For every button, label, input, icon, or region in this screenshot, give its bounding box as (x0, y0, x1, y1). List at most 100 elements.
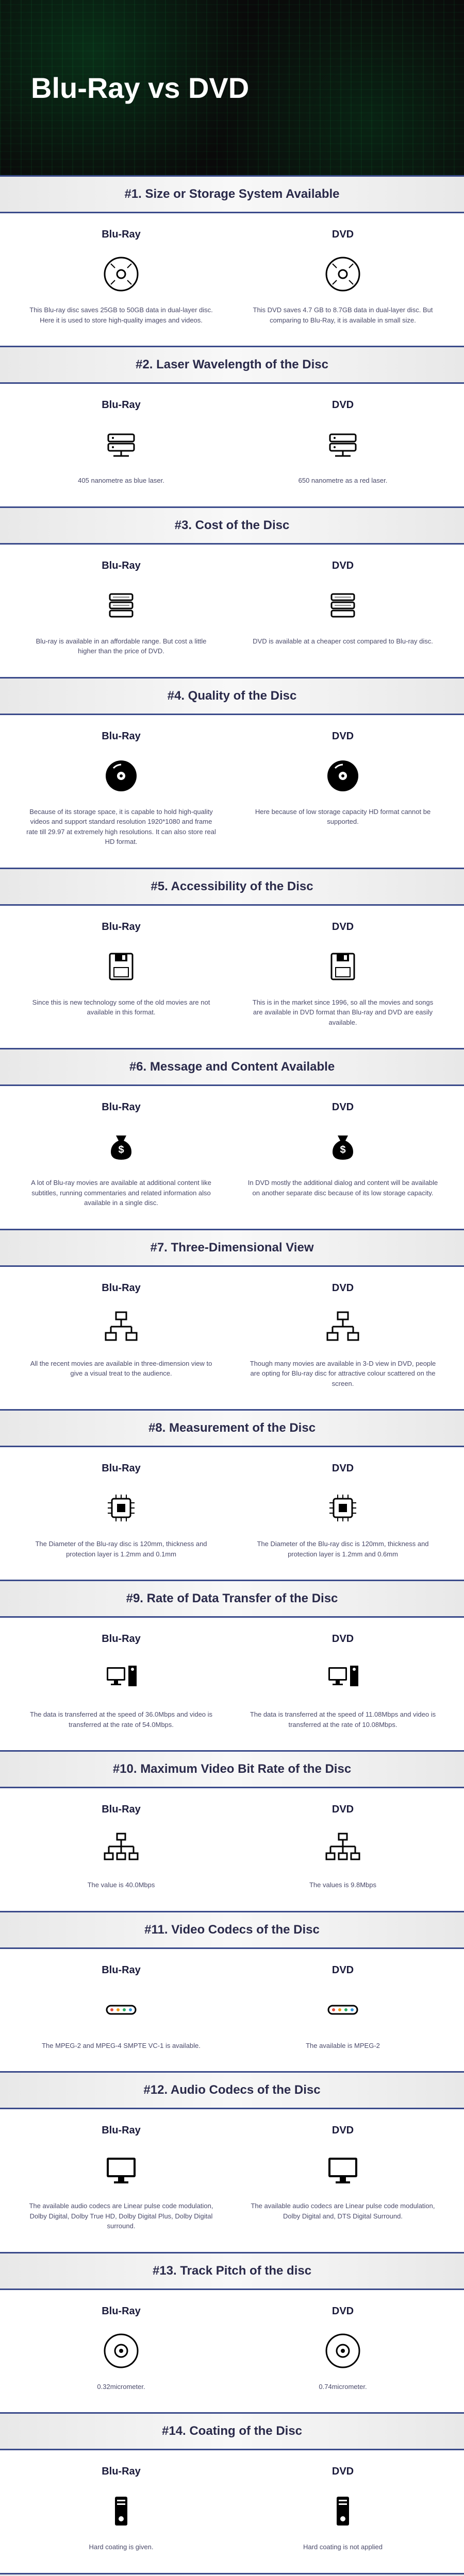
description-text: Hard coating is given. (21, 2542, 222, 2552)
description-text: Because of its storage space, it is capa… (21, 807, 222, 847)
compare-row: Blu-RayThe value is 40.0Mbps DVD The value… (0, 1788, 464, 1911)
column-label: DVD (242, 560, 443, 572)
description-text: The values is 9.8Mbps (242, 1880, 443, 1890)
compare-col-left: Blu-Ray0.32micrometer. (21, 2306, 222, 2392)
compare-col-left: Blu-Ray Since this is new technology some… (21, 921, 222, 1028)
column-label: DVD (242, 731, 443, 742)
compare-row: Blu-Ray Since this is new technology some… (0, 906, 464, 1048)
description-text: The Diameter of the Blu-ray disc is 120m… (242, 1539, 443, 1559)
money-bag-icon (242, 1124, 443, 1170)
money-bag-icon (21, 1124, 222, 1170)
comparison-section: #11. Video Codecs of the Disc Blu-RayThe … (0, 1911, 464, 2072)
monitor-icon (242, 2147, 443, 2193)
comparison-section: #12. Audio Codecs of the DiscBlu-RayThe … (0, 2071, 464, 2252)
network-icon (242, 1304, 443, 1351)
compare-col-left: Blu-RayA lot of Blu-ray movies are avail… (21, 1101, 222, 1208)
column-label: Blu-Ray (21, 399, 222, 411)
column-label: DVD (242, 1463, 443, 1475)
section-title: #15. Interactivity of the Disc (0, 2573, 464, 2576)
section-title: #14. Coating of the Disc (0, 2412, 464, 2450)
section-title: #9. Rate of Data Transfer of the Disc (0, 1580, 464, 1618)
compare-row: Blu-Ray0.32micrometer.DVD0.74micrometer. (0, 2290, 464, 2413)
compare-col-right: DVDIn DVD mostly the additional dialog a… (242, 1101, 443, 1208)
compare-col-right: DVDThe available is MPEG-2 (242, 1964, 443, 2051)
compare-col-left: Blu-RayThe Diameter of the Blu-ray disc … (21, 1463, 222, 1559)
compare-col-left: Blu-RayThis Blu-ray disc saves 25GB to 5… (21, 229, 222, 325)
description-text: This is in the market since 1996, so all… (242, 997, 443, 1028)
compare-row: Blu-RayA lot of Blu-ray movies are avail… (0, 1086, 464, 1229)
description-text: Hard coating is not applied (242, 2542, 443, 2552)
compare-col-left: Blu-Ray The data is transferred at the sp… (21, 1633, 222, 1730)
column-label: Blu-Ray (21, 1463, 222, 1475)
comparison-section: #14. Coating of the Disc Blu-RayHard coat… (0, 2412, 464, 2573)
description-text: Since this is new technology some of the… (21, 997, 222, 1018)
compare-col-left: Blu-Ray405 nanometre as blue laser. (21, 399, 222, 486)
column-label: Blu-Ray (21, 560, 222, 572)
stack-icon (21, 582, 222, 629)
comparison-section: #3. Cost of the Disc Blu-RayBlu-ray is av… (0, 506, 464, 677)
section-title: #13. Track Pitch of the disc (0, 2252, 464, 2290)
compare-col-left: Blu-RayHard coating is given. (21, 2466, 222, 2552)
chip-icon (242, 1485, 443, 1531)
compare-row: Blu-Ray405 nanometre as blue laser.DVD65… (0, 384, 464, 506)
column-label: DVD (242, 1101, 443, 1113)
description-text: DVD is available at a cheaper cost compa… (242, 636, 443, 647)
compare-col-right: DVDHere because of low storage capacity … (242, 731, 443, 847)
comparison-section: #13. Track Pitch of the discBlu-Ray0.32m… (0, 2252, 464, 2413)
description-text: The value is 40.0Mbps (21, 1880, 222, 1890)
disc-dark-icon (242, 753, 443, 799)
compare-col-right: DVD DVD is available at a cheaper cost co… (242, 560, 443, 656)
desktop-icon (242, 1655, 443, 1702)
description-text: The data is transferred at the speed of … (21, 1709, 222, 1730)
column-label: Blu-Ray (21, 921, 222, 933)
column-label: Blu-Ray (21, 1633, 222, 1645)
compare-col-left: Blu-RayThe value is 40.0Mbps (21, 1804, 222, 1890)
section-title: #8. Measurement of the Disc (0, 1409, 464, 1447)
header: Blu-Ray vs DVD (0, 0, 464, 175)
comparison-section: #1. Size or Storage System AvailableBlu-… (0, 175, 464, 346)
compare-col-right: DVDThough many movies are available in 3… (242, 1282, 443, 1389)
floppy-icon (21, 943, 222, 990)
comparison-section: #2. Laser Wavelength of the DiscBlu-Ray4… (0, 346, 464, 506)
server-icon (242, 421, 443, 468)
description-text: This DVD saves 4.7 GB to 8.7GB data in d… (242, 305, 443, 325)
compare-col-right: DVDThe available audio codecs are Linear… (242, 2125, 443, 2231)
disc-ring-icon (242, 2328, 443, 2374)
description-text: A lot of Blu-ray movies are available at… (21, 1178, 222, 1208)
compare-col-left: Blu-RayThe available audio codecs are Li… (21, 2125, 222, 2231)
network-icon (21, 1304, 222, 1351)
section-title: #11. Video Codecs of the Disc (0, 1911, 464, 1949)
stack-icon (242, 582, 443, 629)
compare-col-right: DVD0.74micrometer. (242, 2306, 443, 2392)
disc-storage-icon (242, 251, 443, 297)
compare-col-left: Blu-RayThe MPEG-2 and MPEG-4 SMPTE VC-1 … (21, 1964, 222, 2051)
column-label: DVD (242, 1633, 443, 1645)
section-title: #3. Cost of the Disc (0, 506, 464, 545)
column-label: DVD (242, 1804, 443, 1816)
comparison-section: #10. Maximum Video Bit Rate of the DiscB… (0, 1750, 464, 1911)
pill-icon (242, 1987, 443, 2033)
compare-col-right: DVD The values is 9.8Mbps (242, 1804, 443, 1890)
floppy-icon (242, 943, 443, 990)
column-label: DVD (242, 2466, 443, 2478)
description-text: 0.32micrometer. (21, 2382, 222, 2392)
column-label: DVD (242, 1282, 443, 1294)
network2-icon (21, 1826, 222, 1872)
compare-col-left: Blu-RayBlu-ray is available in an afford… (21, 560, 222, 656)
desktop-icon (21, 1655, 222, 1702)
column-label: Blu-Ray (21, 229, 222, 241)
comparison-section: #8. Measurement of the Disc Blu-Ray The Di… (0, 1409, 464, 1580)
comparison-section: #6. Message and Content Available Blu-Ray… (0, 1048, 464, 1229)
description-text: 650 nanometre as a red laser. (242, 476, 443, 486)
compare-col-right: DVD650 nanometre as a red laser. (242, 399, 443, 486)
comparison-section: #9. Rate of Data Transfer of the Disc Blu… (0, 1580, 464, 1750)
disc-storage-icon (21, 251, 222, 297)
section-title: #6. Message and Content Available (0, 1048, 464, 1086)
compare-col-right: DVD Hard coating is not applied (242, 2466, 443, 2552)
description-text: The available audio codecs are Linear pu… (242, 2201, 443, 2221)
comparison-section: #7. Three-Dimensional ViewBlu-RayAll the… (0, 1229, 464, 1410)
compare-col-right: DVD The Diameter of the Blu-ray disc is 1… (242, 1463, 443, 1559)
column-label: Blu-Ray (21, 731, 222, 742)
compare-row: Blu-Ray The Diameter of the Blu-ray disc … (0, 1447, 464, 1580)
compare-row: Blu-RayBlu-ray is available in an afford… (0, 545, 464, 677)
